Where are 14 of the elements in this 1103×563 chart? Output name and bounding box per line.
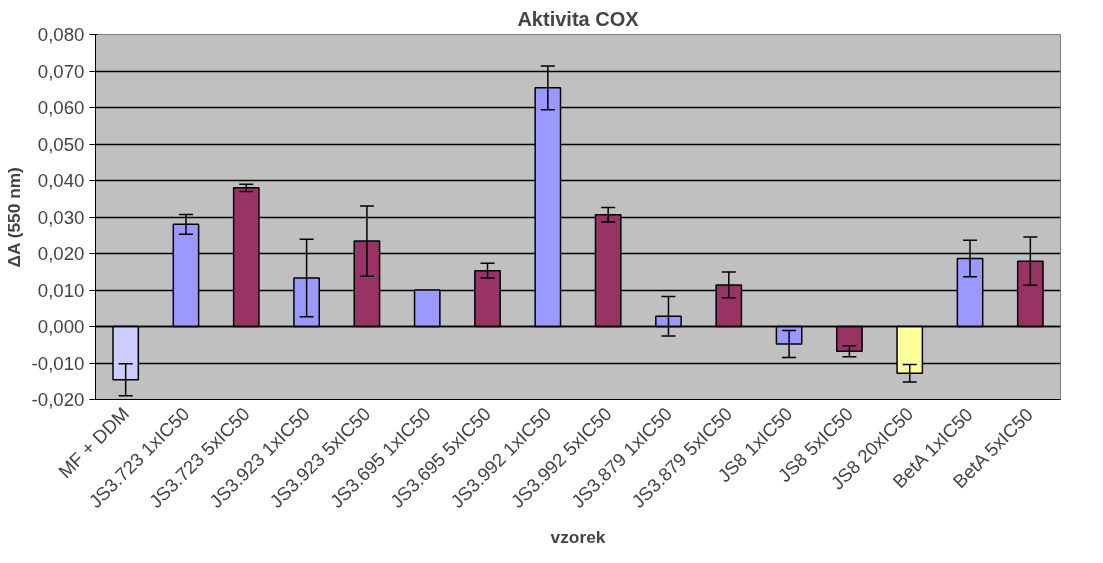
y-tick-label: 0,000 (37, 316, 85, 337)
chart-title: Aktivita COX (517, 7, 640, 30)
y-tick-label: 0,060 (37, 97, 85, 118)
y-tick-label: 0,010 (37, 279, 85, 301)
y-tick-label: 0,070 (37, 60, 85, 82)
y-tick-label: 0,080 (37, 24, 85, 45)
y-tick-label: -0,020 (31, 389, 85, 410)
y-tick-label: 0,040 (37, 170, 85, 191)
y-tick-label: -0,010 (31, 352, 85, 374)
y-tick-label: 0,020 (37, 243, 85, 264)
y-tick-label: 0,030 (37, 206, 85, 228)
x-axis-title: vzorek (550, 527, 606, 548)
y-axis-title: ΔA (550 nm) (3, 167, 24, 268)
y-tick-label: 0,050 (37, 133, 85, 155)
